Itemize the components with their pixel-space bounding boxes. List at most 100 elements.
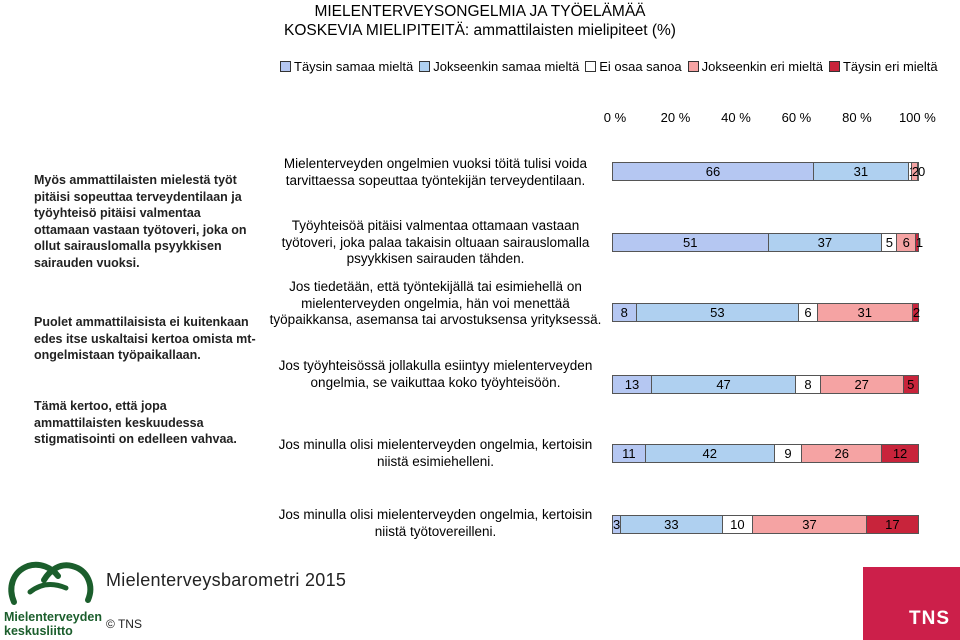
- bar-segment: 26: [802, 444, 883, 463]
- mielenterveyden-keskusliitto-logo: Mielenterveyden keskusliitto: [0, 558, 104, 640]
- data-label: 13: [624, 377, 640, 392]
- data-label: 9: [784, 446, 792, 461]
- data-label: 17: [885, 517, 900, 532]
- bar-segment: 1: [915, 233, 924, 252]
- tns-logo: TNS: [863, 567, 960, 640]
- legend-label: Täysin samaa mieltä: [294, 58, 414, 74]
- bar-segment: 37: [768, 233, 883, 252]
- bar-segment: 6: [897, 233, 916, 252]
- legend-swatch: [687, 60, 699, 72]
- side-note-1: Myös ammattilaisten mielestä työt pitäis…: [34, 173, 247, 270]
- data-label: 37: [802, 517, 817, 532]
- bar-segment: 13: [612, 375, 652, 394]
- legend-item: Täysin eri mieltä: [828, 58, 938, 74]
- data-label: 8: [620, 305, 628, 320]
- bar-segment: 10: [722, 515, 754, 534]
- data-label: 5: [907, 377, 915, 392]
- data-label: 6: [804, 305, 812, 320]
- x-tick-label: 60 %: [781, 110, 812, 125]
- bar-segment: 51: [612, 233, 769, 252]
- data-label: 1: [915, 235, 924, 250]
- data-label: 11: [622, 446, 636, 461]
- side-note-2: Puolet ammattilaisista ei kuitenkaan ede…: [34, 315, 256, 362]
- data-label: 2: [911, 164, 920, 179]
- stacked-bar: 3 33 10 37 17: [612, 515, 919, 534]
- bar-segment: 2: [912, 303, 921, 322]
- bar-segment: 66: [612, 162, 814, 181]
- data-label: 53: [710, 305, 725, 320]
- bar-segment: 8: [796, 375, 821, 394]
- legend-label: Ei osaa sanoa: [599, 58, 682, 74]
- bar-segment: 9: [774, 444, 803, 463]
- chart-title: MIELENTERVEYSONGELMIA JA TYÖELÄMÄÄ KOSKE…: [0, 2, 960, 40]
- data-label: 37: [817, 235, 833, 250]
- data-label: 3: [613, 517, 621, 532]
- side-note-3: Tämä kertoo, että jopa ammattilaisten ke…: [34, 399, 237, 446]
- legend-item: Ei osaa sanoa: [585, 58, 682, 74]
- bar-segment: 11: [612, 444, 646, 463]
- data-label: 1: [909, 163, 916, 180]
- x-tick-label: 100 %: [898, 110, 936, 125]
- bar-segment: 5: [882, 233, 898, 252]
- bar-segment: 3: [612, 515, 622, 534]
- bar-segment: 47: [651, 375, 797, 394]
- stacked-bar: 13 47 8 27 5: [612, 375, 919, 394]
- data-label: 2: [912, 305, 921, 320]
- legend-swatch: [419, 60, 431, 72]
- bar-segment: 17: [866, 515, 919, 534]
- bar-segment: 33: [621, 515, 723, 534]
- data-label: 12: [892, 446, 908, 461]
- x-tick-label: 80 %: [842, 110, 872, 125]
- chart-title-line-2: KOSKEVIA MIELIPITEITÄ: ammattilaisten mi…: [284, 22, 676, 39]
- category-label: Jos minulla olisi mielenterveyden ongelm…: [278, 507, 593, 539]
- data-label: 5: [885, 235, 893, 250]
- data-label: 8: [804, 377, 812, 392]
- legend-swatch: [280, 60, 291, 72]
- bar-segment: 37: [753, 515, 867, 534]
- legend-label: Täysin eri mieltä: [842, 58, 938, 74]
- data-label: 26: [834, 446, 849, 461]
- category-label: Mielenterveyden ongelmien vuoksi töitä t…: [283, 156, 588, 188]
- category-label: Jos minulla olisi mielenterveyden ongelm…: [278, 437, 593, 469]
- bar-segment: 2: [911, 162, 920, 181]
- footer-title: Mielenterveysbarometri 2015: [106, 570, 347, 590]
- bar-segment: 42: [645, 444, 775, 463]
- data-label: 6: [902, 235, 910, 250]
- legend-label: Jokseenkin samaa mieltä: [433, 58, 580, 74]
- logo-text-line-2: keskusliitto: [4, 624, 73, 638]
- legend-item: Täysin samaa mieltä: [280, 59, 413, 74]
- category-label: Jos tiedetään, että työntekijällä tai es…: [269, 279, 602, 327]
- bar-segment: 27: [820, 375, 904, 394]
- tns-logo-text: TNS: [909, 608, 950, 629]
- data-label: 31: [857, 305, 872, 320]
- data-label: 51: [683, 235, 698, 250]
- logo-text-line-1: Mielenterveyden: [4, 610, 102, 624]
- data-label: 31: [853, 164, 869, 179]
- bar-segment: 31: [817, 303, 913, 322]
- x-tick-label: 20 %: [660, 110, 691, 125]
- data-label: 33: [664, 517, 679, 532]
- legend-swatch: [585, 60, 597, 72]
- legend-label: Jokseenkin eri mieltä: [701, 58, 823, 74]
- bar-segment: 12: [882, 444, 919, 463]
- stacked-bar: 66 31 120: [612, 162, 926, 181]
- data-label: 47: [716, 377, 731, 392]
- legend-item: Jokseenkin samaa mieltä: [419, 59, 579, 74]
- category-label: Jos työyhteisössä jollakulla esiintyy mi…: [278, 358, 593, 390]
- bar-segment: 8: [612, 303, 637, 322]
- bar-segment: 31: [813, 162, 909, 181]
- chart-legend: Täysin samaa mieltä Jokseenkin samaa miel…: [280, 58, 944, 74]
- category-label: Työyhteisöä pitäisi valmentaa ottamaan v…: [281, 218, 590, 266]
- bar-segment: 53: [636, 303, 800, 322]
- bar-segment: 5: [903, 375, 919, 394]
- stacked-bar: 11 42 9 26 12: [612, 444, 919, 463]
- x-tick-label: 0 %: [603, 110, 627, 125]
- data-label: 66: [705, 164, 721, 179]
- chart-title-line-1: MIELENTERVEYSONGELMIA JA TYÖELÄMÄÄ: [314, 3, 646, 20]
- bar-segment: 0: [918, 162, 926, 181]
- copyright-text: © TNS: [106, 617, 142, 631]
- x-tick-label: 40 %: [721, 110, 751, 125]
- x-axis-tick-labels: 0 % 20 % 40 % 60 % 80 % 100 %: [0, 110, 960, 128]
- stacked-bar: 51 37 5 6 1: [612, 233, 924, 252]
- stacked-bar: 8 53 6 31 2: [612, 303, 921, 322]
